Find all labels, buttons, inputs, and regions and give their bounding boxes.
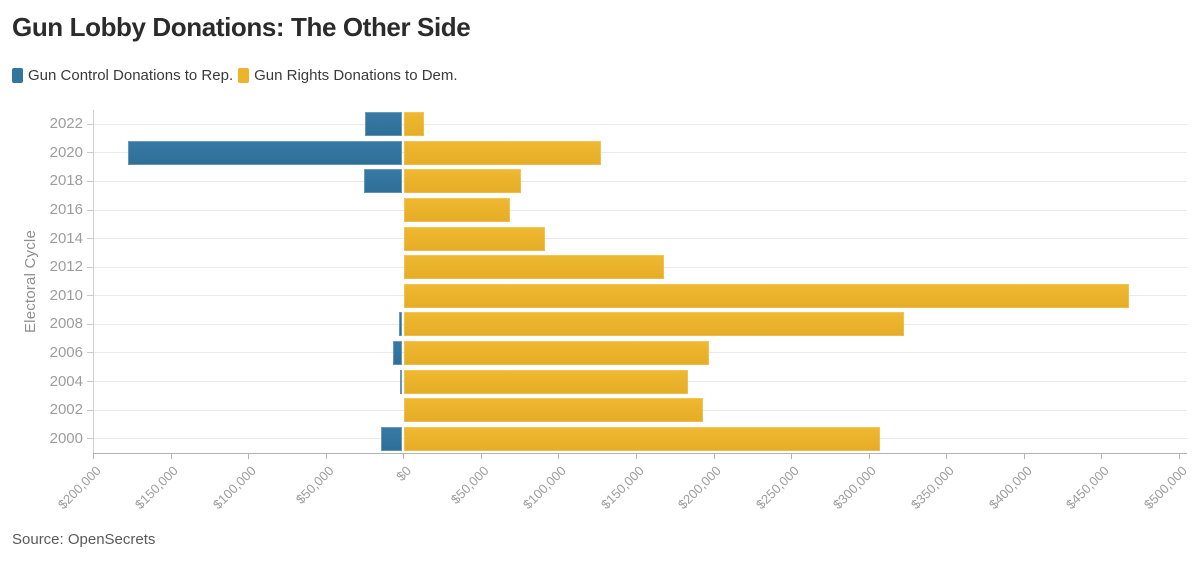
x-axis-tick <box>1101 454 1103 459</box>
y-tick-label-2018: 2018 <box>49 172 83 190</box>
bar-gun-rights-2010 <box>404 283 1129 308</box>
legend-swatch-icon <box>12 68 23 83</box>
x-axis-tick <box>636 454 637 459</box>
y-tick-label-2016: 2016 <box>49 201 83 219</box>
y-tick-label-2022: 2022 <box>49 115 83 133</box>
legend-item-gun-control: Gun Control Donations to Rep. <box>12 67 233 84</box>
bar-gun-rights-2004 <box>404 369 689 394</box>
y-tick-label-2006: 2006 <box>49 343 83 361</box>
legend-item-gun-rights: Gun Rights Donations to Dem. <box>238 67 458 84</box>
gridline <box>93 152 1187 154</box>
bar-gun-control-2020 <box>127 140 403 165</box>
y-tick-label-2000: 2000 <box>49 429 83 447</box>
x-tick-label-14: $500,000 <box>979 462 1190 512</box>
x-axis-tick <box>1179 454 1180 459</box>
y-axis-tick <box>87 152 93 154</box>
bar-gun-control-2000 <box>380 426 403 451</box>
y-axis-tick <box>87 238 93 240</box>
x-axis-tick <box>325 454 327 459</box>
bar-gun-control-2004 <box>399 369 403 394</box>
gridline <box>93 180 1187 182</box>
y-axis-tick <box>87 123 93 125</box>
gridline <box>93 209 1187 211</box>
x-axis-tick <box>946 454 948 459</box>
y-axis-tick <box>87 295 93 297</box>
bar-gun-rights-2008 <box>404 312 904 337</box>
y-tick-label-2004: 2004 <box>49 372 83 390</box>
y-tick-label-2012: 2012 <box>49 258 83 276</box>
bar-gun-rights-2016 <box>404 198 510 223</box>
legend-swatch-icon <box>238 68 250 83</box>
x-axis-tick <box>248 454 250 459</box>
gridline <box>93 123 1187 125</box>
x-axis-tick <box>93 454 94 459</box>
y-axis-tick <box>87 266 93 268</box>
bar-gun-control-2022 <box>365 112 403 137</box>
y-tick-label-2002: 2002 <box>49 401 83 419</box>
x-axis-tick <box>791 454 793 459</box>
y-axis-tick <box>87 438 93 440</box>
y-tick-label-2010: 2010 <box>49 286 83 304</box>
bar-gun-control-2008 <box>399 312 403 337</box>
x-axis-tick <box>480 454 482 459</box>
bar-gun-rights-2020 <box>404 140 602 165</box>
y-axis-line <box>93 110 94 453</box>
y-axis-tick <box>87 323 93 325</box>
plot-area: $200,000 $150,000 $100,000 $50,000 $0 $50,000… <box>55 110 1190 512</box>
bar-gun-rights-2006 <box>404 340 710 365</box>
y-tick-label-2020: 2020 <box>49 143 83 161</box>
bar-gun-rights-2002 <box>404 398 703 423</box>
bar-gun-rights-2018 <box>404 169 521 194</box>
y-axis-tick <box>87 352 93 354</box>
legend-label: Gun Control Donations to Rep. <box>28 67 234 84</box>
x-axis-tick <box>403 454 405 459</box>
source-credit: Source: OpenSecrets <box>12 531 156 548</box>
y-axis-tick <box>87 409 93 411</box>
bar-chart: Electoral Cycle $200,000 $150,000 $100,000… <box>0 110 1200 530</box>
legend: Gun Control Donations to Rep. Gun Rights … <box>12 67 463 84</box>
gridline <box>93 238 1187 240</box>
y-axis-tick <box>87 381 93 383</box>
y-axis-tick <box>87 209 93 211</box>
bar-gun-rights-2014 <box>404 226 546 251</box>
bar-gun-control-2006 <box>392 340 403 365</box>
bar-gun-control-2018 <box>363 169 403 194</box>
x-axis-tick <box>868 454 870 459</box>
bar-gun-rights-2012 <box>404 255 665 280</box>
chart-title: Gun Lobby Donations: The Other Side <box>12 12 471 42</box>
x-tick-label-text: $500,000 <box>1140 463 1190 512</box>
x-axis-line <box>93 453 1187 454</box>
bar-gun-rights-2000 <box>404 426 880 451</box>
x-axis-tick <box>1023 454 1025 459</box>
x-axis-tick <box>558 454 560 459</box>
y-axis-tick <box>87 180 93 182</box>
y-tick-label-2008: 2008 <box>49 315 83 333</box>
x-axis-tick <box>713 454 715 459</box>
legend-label: Gun Rights Donations to Dem. <box>254 67 458 84</box>
x-axis-tick <box>170 454 172 459</box>
bar-gun-rights-2022 <box>404 112 424 137</box>
y-tick-label-2014: 2014 <box>49 229 83 247</box>
